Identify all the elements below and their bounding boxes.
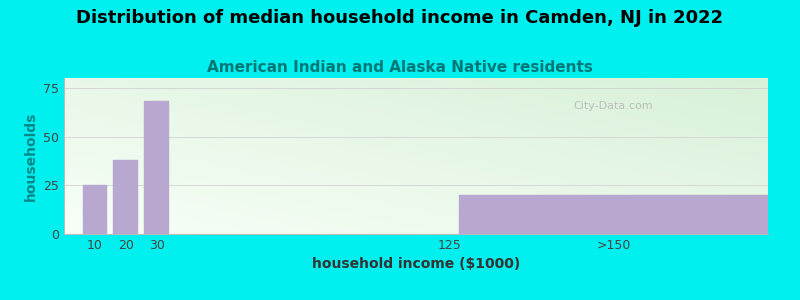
X-axis label: household income ($1000): household income ($1000) xyxy=(312,257,520,272)
Bar xyxy=(144,101,169,234)
Text: American Indian and Alaska Native residents: American Indian and Alaska Native reside… xyxy=(207,60,593,75)
Bar xyxy=(82,185,107,234)
Text: Distribution of median household income in Camden, NJ in 2022: Distribution of median household income … xyxy=(77,9,723,27)
Bar xyxy=(114,160,138,234)
Bar xyxy=(459,195,768,234)
Text: City-Data.com: City-Data.com xyxy=(574,101,653,111)
Y-axis label: households: households xyxy=(23,111,38,201)
